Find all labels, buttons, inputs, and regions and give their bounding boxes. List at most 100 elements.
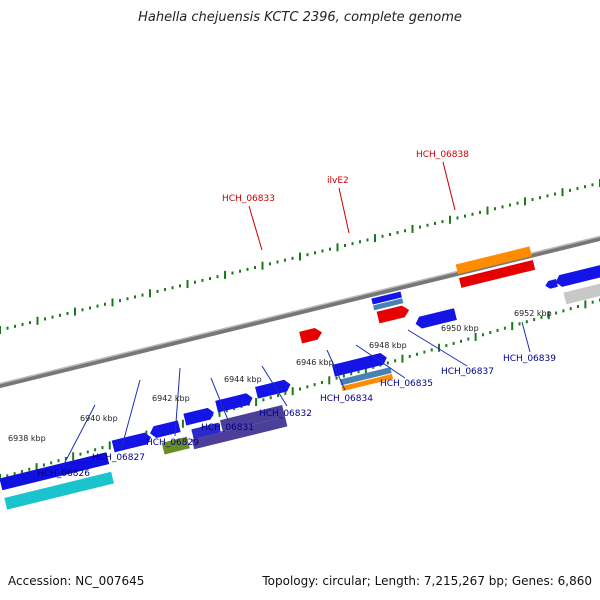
- kbp-label-6938: 6938 kbp: [8, 434, 46, 443]
- lower-tick: [255, 398, 258, 407]
- upper-tick: [29, 321, 31, 325]
- lower-tick: [394, 359, 397, 363]
- upper-tick: [561, 188, 564, 197]
- lower-tick: [533, 318, 536, 322]
- gene-ilve2[interactable]: [376, 304, 411, 324]
- upper-tick: [119, 299, 121, 303]
- gene-hch06831[interactable]: [215, 392, 254, 413]
- gene-label-hch06839[interactable]: HCH_06839: [503, 354, 556, 364]
- gene-hch06839[interactable]: [554, 253, 600, 288]
- upper-tick: [479, 210, 481, 214]
- gene-small-arrow[interactable]: [544, 279, 558, 290]
- gene-label-hch06834[interactable]: HCH_06834: [320, 394, 373, 404]
- lower-tick: [584, 300, 587, 309]
- accession-text: Accession: NC_007645: [8, 574, 145, 588]
- gene-label-hch06833[interactable]: HCH_06833: [222, 194, 275, 204]
- upper-tick: [456, 216, 459, 220]
- upper-tick: [179, 284, 181, 288]
- gene-gray[interactable]: [563, 271, 600, 305]
- gene-hch06826-cyan[interactable]: [4, 471, 114, 510]
- lower-tick: [320, 380, 323, 384]
- gene-label-hch06829[interactable]: HCH_06829: [146, 438, 199, 448]
- lower-tick: [540, 315, 543, 319]
- gene-hch06830[interactable]: [191, 422, 221, 440]
- gene-label-hch06832[interactable]: HCH_06832: [259, 409, 312, 419]
- lower-tick: [438, 343, 441, 352]
- lower-tick: [28, 467, 31, 471]
- lower-tick: [50, 461, 53, 465]
- upper-tick: [66, 311, 69, 315]
- upper-tick: [471, 212, 474, 216]
- lower-tick: [284, 391, 287, 395]
- gene-olive[interactable]: [161, 436, 190, 455]
- leader-line-9: [407, 329, 468, 367]
- upper-tick: [81, 308, 84, 312]
- lower-tick: [42, 463, 45, 467]
- leader-line-4: [261, 365, 288, 407]
- upper-tick: [51, 315, 54, 319]
- upper-tick: [381, 234, 384, 238]
- lower-tick: [13, 472, 16, 476]
- upper-tick: [239, 269, 241, 273]
- upper-tick: [14, 324, 16, 328]
- gene-orange-small[interactable]: [341, 373, 394, 392]
- upper-tick: [396, 231, 399, 235]
- gene-label-hch06838[interactable]: HCH_06838: [416, 150, 469, 160]
- lower-tick: [0, 474, 1, 482]
- kbp-label-6948: 6948 kbp: [369, 341, 407, 350]
- lower-tick: [72, 452, 75, 461]
- upper-tick: [486, 206, 489, 215]
- gene-labels: HCH_06826 HCH_06827 HCH_06829 HCH_06831 …: [37, 150, 556, 479]
- gene-label-hch06837[interactable]: HCH_06837: [441, 367, 494, 377]
- upper-tick: [36, 316, 39, 325]
- gene-hch06827[interactable]: [149, 420, 181, 439]
- leader-line-10: [442, 161, 456, 211]
- gene-red-long[interactable]: [458, 260, 536, 288]
- upper-tick: [6, 326, 9, 330]
- gene-hch06825[interactable]: [0, 452, 110, 491]
- leader-line-0: [62, 404, 96, 467]
- lower-tick: [562, 309, 565, 313]
- gene-ilve2-blue[interactable]: [371, 291, 402, 305]
- leader-line-8: [355, 344, 406, 379]
- gene-hch06833[interactable]: [299, 327, 323, 344]
- lower-tick: [108, 441, 111, 450]
- gene-hch06834[interactable]: [332, 352, 388, 377]
- lower-tick: [386, 361, 389, 365]
- gene-label-hch06826[interactable]: HCH_06826: [37, 469, 90, 479]
- genome-summary-text: Topology: circular; Length: 7,215,267 bp…: [262, 574, 592, 588]
- gene-purple-2[interactable]: [219, 405, 286, 432]
- upper-tick: [351, 242, 354, 246]
- gene-hch06835[interactable]: [414, 308, 457, 329]
- gene-label-hch06835[interactable]: HCH_06835: [380, 379, 433, 389]
- upper-tick: [434, 221, 436, 225]
- gene-steelblue[interactable]: [339, 367, 392, 386]
- kbp-scale: 6938 kbp 6940 kbp 6942 kbp 6944 kbp 6946…: [8, 309, 552, 443]
- lower-tick: [459, 339, 462, 343]
- upper-tick: [96, 304, 99, 308]
- gene-hch06838[interactable]: [455, 246, 532, 275]
- lower-tick: [269, 396, 272, 400]
- lower-tick: [306, 385, 309, 389]
- lower-tick: [291, 387, 294, 396]
- upper-tick: [74, 307, 76, 316]
- lower-tick: [218, 408, 221, 417]
- gene-label-hch06831[interactable]: HCH_06831: [201, 423, 254, 433]
- upper-tick: [149, 289, 151, 298]
- gene-hch06829[interactable]: [183, 407, 215, 426]
- upper-tick: [501, 205, 504, 209]
- gene-hch06832[interactable]: [255, 379, 292, 399]
- gene-label-ilve2[interactable]: ilvE2: [327, 176, 349, 186]
- leader-line-11: [521, 321, 531, 353]
- lower-tick: [401, 354, 404, 363]
- gene-ilve2-steel[interactable]: [373, 298, 404, 311]
- kbp-label-6942: 6942 kbp: [152, 394, 190, 403]
- gene-hch06831-purple[interactable]: [191, 416, 288, 450]
- upper-tick: [224, 270, 226, 279]
- gene-label-hch06827[interactable]: HCH_06827: [92, 453, 145, 463]
- upper-tick: [269, 262, 271, 266]
- lower-tick: [577, 305, 580, 309]
- lower-tick: [181, 419, 184, 428]
- lower-tick: [357, 370, 360, 374]
